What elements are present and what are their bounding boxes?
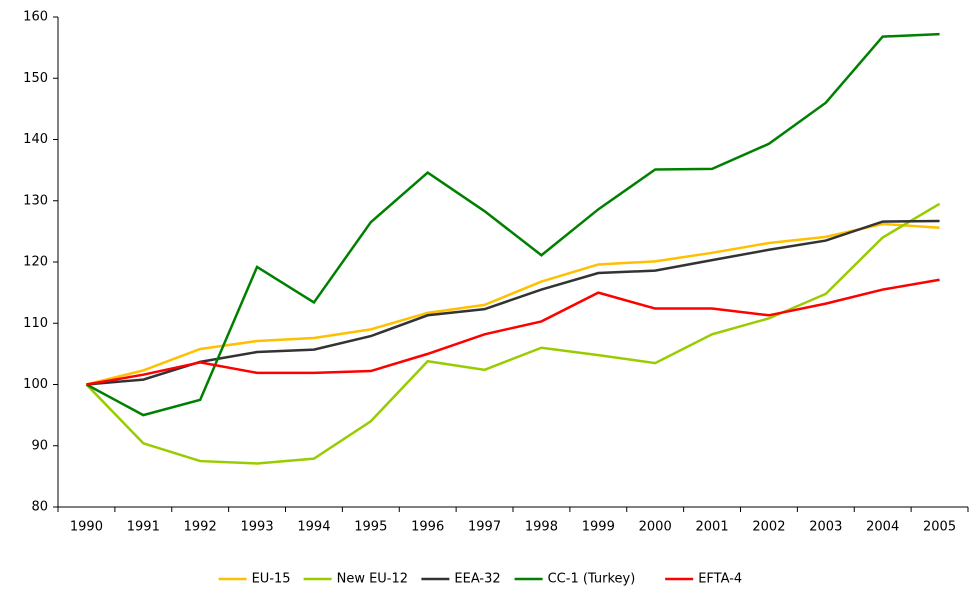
y-tick-label: 150 [23,71,48,86]
x-tick-label: 2000 [639,520,672,535]
x-tick-label: 1994 [297,520,330,535]
x-tick-label: 1999 [582,520,615,535]
x-tick-label: 1991 [127,520,160,535]
y-tick-label: 140 [23,132,48,147]
x-tick-label: 1992 [184,520,217,535]
y-tick-label: 90 [31,438,48,453]
y-tick-label: 110 [23,316,48,331]
legend-label: EEA-32 [454,572,500,587]
series-line [85,32,940,417]
x-tick-label: 1990 [70,520,103,535]
y-tick-label: 80 [31,500,48,515]
x-tick-label: 1995 [354,520,387,535]
legend-label: New EU-12 [337,572,408,587]
y-tick-label: 120 [23,255,48,270]
legend-label: EU-15 [252,572,291,587]
series-line [86,278,940,386]
x-tick-label: 1996 [411,520,444,535]
x-tick-label: 2001 [696,520,729,535]
y-tick-label: 160 [23,10,48,25]
x-tick-label: 1993 [241,520,274,535]
series-line [86,222,940,386]
y-tick-label: 100 [23,377,48,392]
series-line [86,219,940,386]
y-tick-label: 130 [23,193,48,208]
x-tick-label: 1998 [525,520,558,535]
legend-label: EFTA-4 [698,572,742,587]
x-tick-label: 2005 [923,520,956,535]
series-line [85,202,941,465]
x-tick-label: 2004 [866,520,899,535]
x-tick-label: 2002 [752,520,785,535]
x-tick-label: 1997 [468,520,501,535]
x-tick-label: 2003 [809,520,842,535]
legend-label: CC-1 (Turkey) [548,572,636,587]
